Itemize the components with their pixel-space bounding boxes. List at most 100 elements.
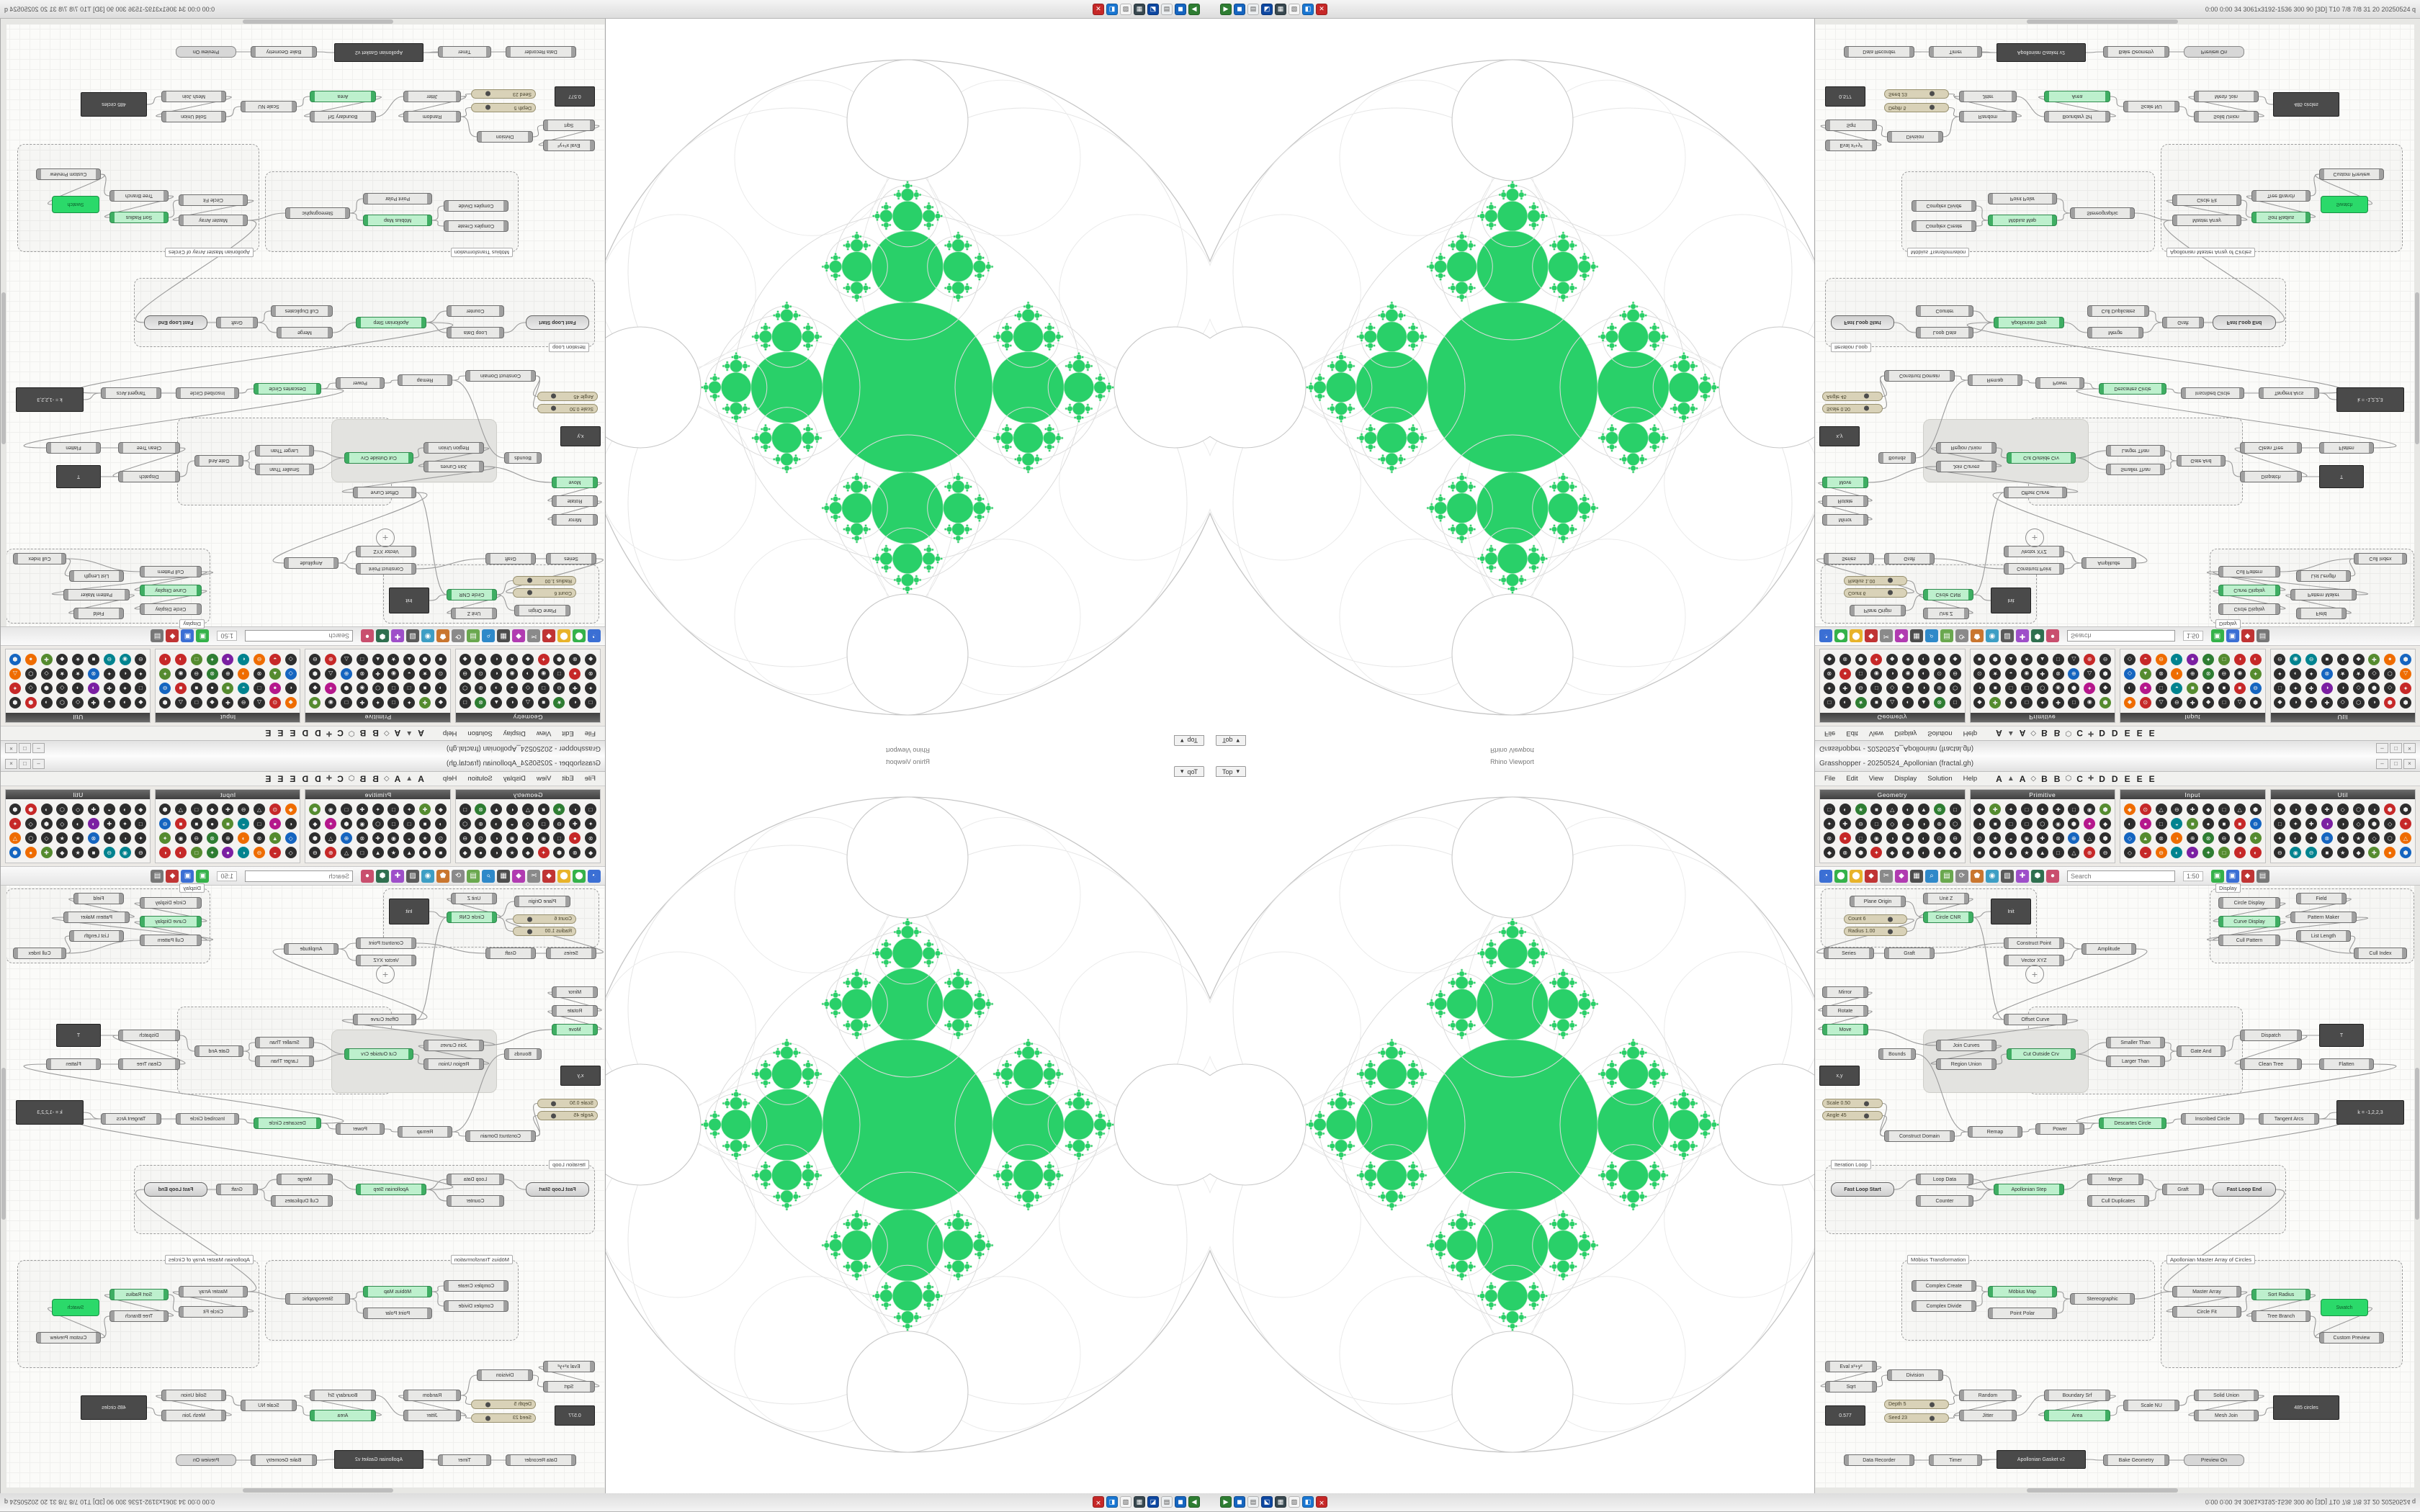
component-icon[interactable]: ◉ [119, 847, 131, 858]
component-icon[interactable]: ⬢ [2368, 683, 2380, 694]
gh-node-sel[interactable]: Sort Radius [109, 1289, 169, 1300]
gh-node-comp[interactable]: Timer [1929, 46, 1982, 58]
gh-node-comp[interactable]: Series [1824, 948, 1874, 959]
component-icon[interactable]: ◆ [309, 818, 321, 829]
gh-node-comp[interactable]: Boundary Srf [310, 111, 376, 122]
component-icon[interactable]: ◐ [2123, 818, 2136, 829]
gh-node-comp[interactable]: Bake Geometry [251, 1454, 317, 1466]
gh-node-panel[interactable]: x,y [1819, 1066, 1860, 1086]
component-icon[interactable]: ⊗ [356, 668, 368, 680]
component-icon[interactable]: ● [2139, 683, 2151, 694]
component-icon[interactable]: □ [2218, 804, 2230, 815]
toolbar-icon[interactable]: ▤ [2256, 629, 2269, 643]
category-tab[interactable]: D [2111, 773, 2118, 784]
component-icon[interactable]: □ [1823, 697, 1835, 708]
category-tab[interactable]: C [337, 728, 344, 739]
app-indicator-icon[interactable]: ◼ [1234, 1496, 1245, 1508]
gh-node-comp[interactable]: Circle Fit [2172, 1306, 2241, 1318]
component-icon[interactable]: ✚ [2305, 818, 2318, 829]
gh-node-comp[interactable]: List Length [2296, 570, 2351, 582]
component-icon[interactable]: ◐ [159, 654, 171, 665]
gh-node-comp[interactable]: Tangent Arcs [101, 1113, 161, 1125]
gh-node-btn[interactable]: Fast Loop Start [1831, 1182, 1894, 1197]
component-icon[interactable]: ◑ [521, 832, 534, 844]
component-icon[interactable]: ⊖ [2171, 697, 2183, 708]
category-tab[interactable]: A [418, 773, 424, 784]
app-indicator-icon[interactable]: ▦ [1134, 1496, 1145, 1508]
component-icon[interactable]: △ [2233, 804, 2246, 815]
component-icon[interactable]: ✦ [9, 818, 21, 829]
toolbar-icon[interactable]: ▤ [2256, 869, 2269, 883]
component-icon[interactable]: ● [475, 847, 487, 858]
component-icon[interactable]: ⊖ [459, 668, 471, 680]
gh-node-comp[interactable]: Plane Origin [514, 896, 570, 907]
gh-node-comp[interactable]: Vector XYZ [2004, 546, 2064, 557]
gh-node-comp[interactable]: Construct Point [356, 563, 416, 575]
component-icon[interactable]: ⬢ [309, 804, 321, 815]
component-icon[interactable]: ● [569, 668, 581, 680]
toolbar-icon[interactable]: ⟳ [1955, 869, 1968, 883]
component-icon[interactable]: ⬢ [2249, 804, 2262, 815]
component-icon[interactable]: ◉ [2290, 847, 2302, 858]
component-icon[interactable]: ◉ [174, 832, 187, 844]
component-icon[interactable]: ◆ [56, 847, 68, 858]
component-icon[interactable]: ⊗ [1839, 654, 1851, 665]
toolbar-icon[interactable]: ◔ [1819, 869, 1832, 883]
component-icon[interactable]: ▲ [1917, 804, 1930, 815]
gh-node-comp[interactable]: Clean Tree [2240, 1058, 2302, 1070]
component-icon[interactable]: ★ [56, 668, 68, 680]
component-icon[interactable]: □ [387, 804, 400, 815]
canvas-horizontal-scrollbar[interactable] [1, 19, 605, 24]
category-tab-icon[interactable]: ✚ [2087, 729, 2094, 737]
component-icon[interactable]: ✦ [1870, 847, 1883, 858]
toolbar-icon[interactable]: ● [2046, 869, 2059, 883]
component-icon[interactable]: ◐ [1902, 697, 1914, 708]
component-icon[interactable]: ⊖ [254, 847, 265, 858]
gh-node-sel[interactable]: Cut Outside Crv [344, 452, 413, 464]
component-icon[interactable]: □ [356, 654, 368, 665]
node-group[interactable] [1825, 1165, 2286, 1234]
minimize-button[interactable]: – [2376, 758, 2388, 769]
gh-node-comp[interactable]: Eval x²+y² [1825, 140, 1877, 151]
menu-item-solution[interactable]: Solution [1927, 729, 1953, 737]
close-button[interactable]: × [5, 758, 17, 769]
gh-node-panel[interactable]: x,y [560, 426, 601, 446]
component-icon[interactable]: ◐ [2249, 847, 2262, 858]
component-icon[interactable]: △ [2084, 832, 2096, 844]
gh-node-comp[interactable]: Data Recorder [1844, 1454, 1914, 1466]
gh-node-comp[interactable]: Field [73, 893, 124, 904]
gh-node-comp[interactable]: Tree Branch [109, 1310, 169, 1322]
component-icon[interactable]: ◆ [585, 654, 597, 665]
component-icon[interactable]: ⬡ [2036, 818, 2048, 829]
component-icon[interactable]: ◇ [284, 832, 297, 844]
gh-node-sel[interactable]: Circle CNR [447, 912, 497, 923]
component-icon[interactable]: ✚ [40, 847, 53, 858]
component-icon[interactable]: ◐ [119, 668, 131, 680]
toolbar-icon[interactable]: ◔ [588, 869, 601, 883]
category-tab-icon[interactable]: ⬡ [348, 775, 355, 783]
toolbar-icon[interactable]: ▧ [406, 629, 419, 643]
gh-definition-canvas[interactable]: Display Iteration Loop Möbius Transformati… [1, 19, 605, 629]
component-icon[interactable]: ✚ [356, 804, 368, 815]
gh-node-comp[interactable]: Cull Duplicates [2087, 305, 2149, 317]
app-indicator-icon[interactable]: ◩ [1147, 3, 1159, 15]
component-icon[interactable]: ⊖ [254, 654, 265, 665]
component-icon[interactable]: ◐ [159, 847, 171, 858]
toolbar-icon[interactable]: ⟳ [1955, 629, 1968, 643]
component-icon[interactable]: ● [269, 818, 281, 829]
app-indicator-icon[interactable]: ◧ [1106, 3, 1118, 15]
component-icon[interactable]: ✚ [2036, 668, 2048, 680]
component-icon[interactable]: ◉ [174, 668, 187, 680]
component-icon[interactable]: ◇ [40, 832, 53, 844]
component-icon[interactable]: ◐ [284, 818, 297, 829]
gh-node-panel[interactable]: T [2319, 465, 2364, 488]
component-icon[interactable]: ⊖ [103, 654, 115, 665]
category-tab[interactable]: E [2148, 773, 2155, 784]
gh-node-panel[interactable]: T [2319, 1024, 2364, 1047]
gh-node-sel[interactable]: Cut Outside Crv [2007, 452, 2076, 464]
component-icon[interactable]: ⬢ [553, 654, 565, 665]
component-icon[interactable]: ✦ [119, 818, 131, 829]
component-icon[interactable]: ⊕ [2068, 668, 2080, 680]
gh-node-slider[interactable]: Scale 0.50 [537, 404, 598, 413]
gh-node-toggle[interactable]: Preview On [2184, 1454, 2244, 1466]
